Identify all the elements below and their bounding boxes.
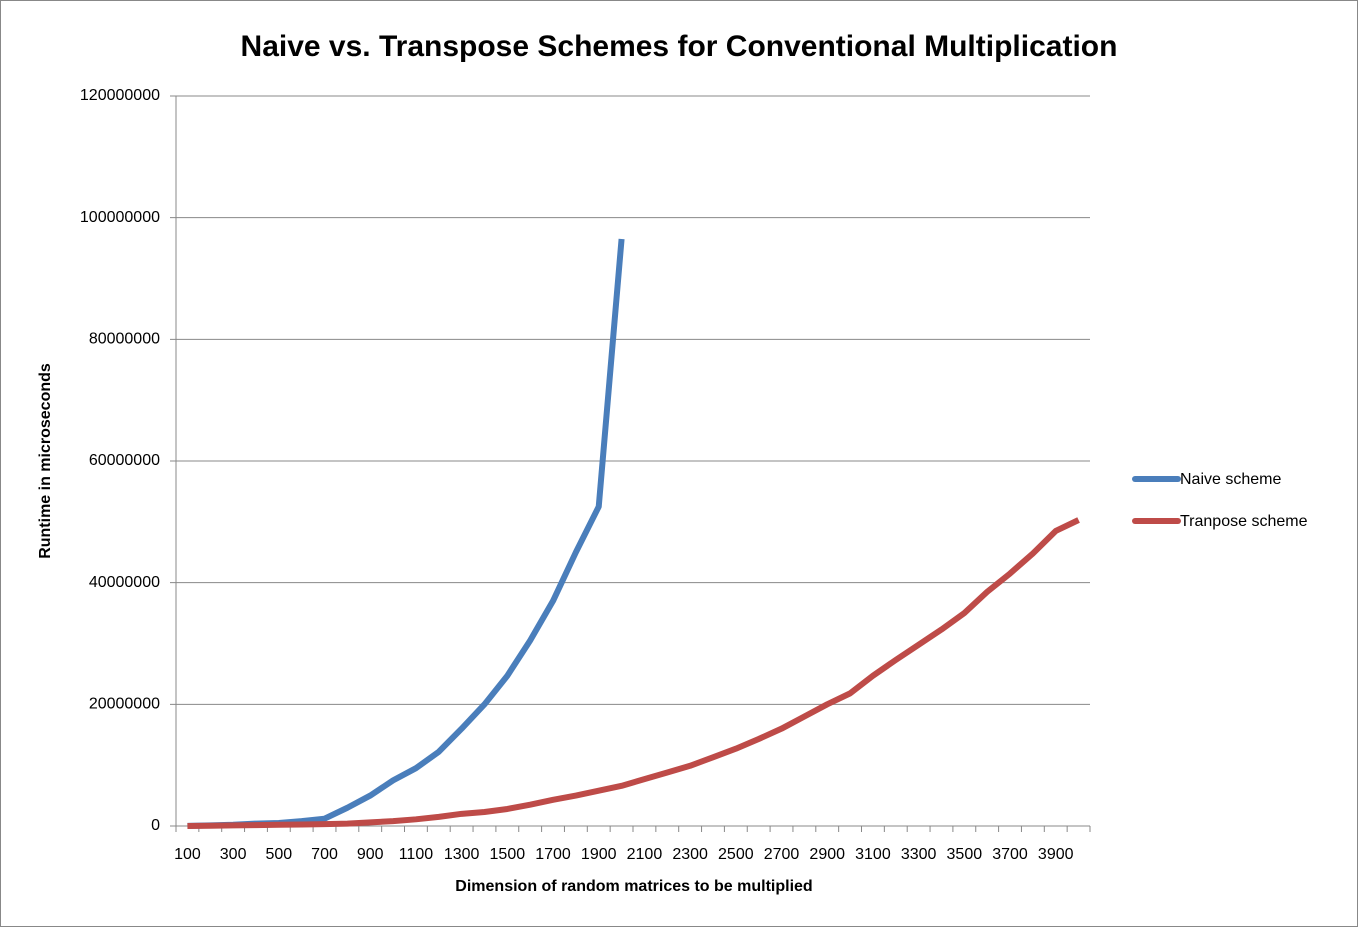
x-tick-label: 3100 — [855, 846, 891, 863]
y-tick-label: 100000000 — [80, 209, 160, 226]
x-tick-label: 2100 — [627, 846, 663, 863]
x-tick-label: 2500 — [718, 846, 754, 863]
x-tick-label: 2300 — [672, 846, 708, 863]
x-axis-label: Dimension of random matrices to be multi… — [455, 878, 812, 895]
y-tick-label: 120000000 — [80, 87, 160, 104]
x-tick-label: 3900 — [1038, 846, 1074, 863]
legend-label: Naive scheme — [1180, 471, 1281, 488]
x-tick-label: 2700 — [764, 846, 800, 863]
x-tick-label: 1300 — [444, 846, 480, 863]
series-line — [187, 517, 1080, 829]
y-axis-label: Runtime in microseconds — [37, 363, 54, 559]
y-tick-label: 80000000 — [89, 331, 160, 348]
x-tick-label: 3700 — [992, 846, 1028, 863]
x-tick-label: 3500 — [947, 846, 983, 863]
x-tick-label: 900 — [357, 846, 384, 863]
legend-label: Tranpose scheme — [1180, 513, 1308, 530]
y-tick-label: 60000000 — [89, 452, 160, 469]
x-tick-label: 3300 — [901, 846, 937, 863]
x-tick-label: 700 — [311, 846, 338, 863]
y-tick-label: 20000000 — [89, 696, 160, 713]
x-tick-label: 100 — [174, 846, 201, 863]
x-tick-label: 2900 — [809, 846, 845, 863]
chart-title: Naive vs. Transpose Schemes for Conventi… — [241, 30, 1118, 63]
x-tick-label: 1900 — [581, 846, 617, 863]
x-tick-label: 1100 — [399, 846, 434, 863]
x-tick-label: 300 — [220, 846, 247, 863]
y-tick-label: 40000000 — [89, 574, 160, 591]
y-tick-label: 0 — [151, 817, 160, 834]
x-tick-label: 1700 — [535, 846, 571, 863]
x-tick-label: 1500 — [490, 846, 526, 863]
x-tick-label: 500 — [265, 846, 292, 863]
